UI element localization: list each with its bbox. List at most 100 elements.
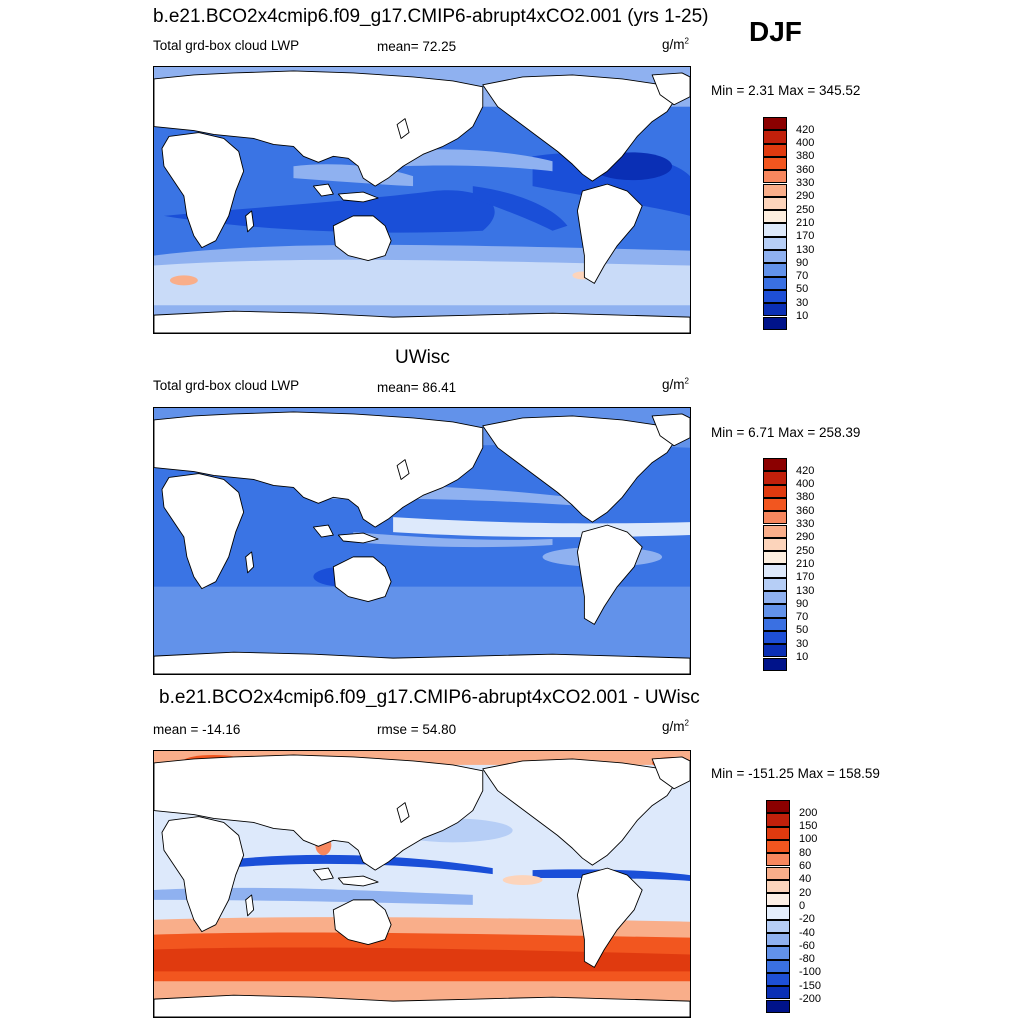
colorbar-level-label: 420 [796, 123, 815, 136]
colorbar-swatch [763, 289, 787, 304]
panel3-minmax: Min = -151.25 Max = 158.59 [711, 766, 880, 781]
colorbar-swatch [766, 933, 790, 947]
colorbar-swatch [763, 143, 787, 157]
colorbar-swatch [763, 657, 787, 671]
colorbar-swatch [763, 591, 787, 605]
colorbar-level-label: 70 [796, 270, 809, 283]
colorbar-level-label: 400 [796, 137, 815, 150]
season-label: DJF [749, 16, 802, 47]
colorbar-swatch [763, 564, 787, 578]
colorbar-swatch [763, 196, 787, 211]
panel2-unit-label: g/m2 [662, 376, 689, 392]
colorbar-level-label: 130 [796, 584, 815, 597]
panel2-map-svg [154, 408, 690, 674]
colorbar-swatch [766, 906, 790, 920]
colorbar-level-label: -200 [799, 993, 822, 1005]
colorbar-level-label: 100 [799, 833, 818, 846]
colorbar-swatch [766, 972, 790, 987]
colorbar-level-label: 30 [796, 637, 809, 650]
colorbar-swatch [763, 183, 787, 197]
colorbar-level-label: 10 [796, 310, 809, 322]
colorbar-level-label: 170 [796, 230, 815, 243]
colorbar-swatch [766, 839, 790, 854]
colorbar-level-label: 60 [799, 860, 812, 872]
colorbar-swatch [763, 458, 787, 472]
colorbar-swatch [763, 250, 787, 264]
colorbar-swatch [766, 946, 790, 960]
colorbar-level-label: 150 [799, 820, 818, 833]
colorbar-swatch [766, 879, 790, 894]
colorbar-level-label: 400 [796, 478, 815, 491]
colorbar-level-label: 130 [796, 243, 815, 256]
panel1-minmax: Min = 2.31 Max = 345.52 [711, 83, 861, 98]
colorbar-level-label: 80 [799, 846, 812, 859]
colorbar-swatch [766, 853, 790, 867]
panel2-variable-label: Total grd-box cloud LWP [153, 378, 300, 393]
colorbar-level-label: 20 [799, 886, 812, 899]
colorbar-swatch [763, 577, 787, 591]
colorbar-level-label: 380 [796, 491, 815, 504]
colorbar-swatch [763, 524, 787, 538]
colorbar-level-label: 200 [799, 806, 818, 819]
colorbar-swatch [766, 893, 790, 907]
colorbar-swatch [763, 170, 787, 184]
colorbar-swatch [763, 644, 787, 658]
colorbar-swatch [763, 551, 787, 565]
colorbar-swatch [766, 919, 790, 933]
colorbar-swatch [766, 986, 790, 1000]
colorbar-level-label: 170 [796, 571, 815, 584]
colorbar-swatch [766, 813, 790, 827]
colorbar-swatch [766, 800, 790, 814]
colorbar-swatch [763, 130, 787, 144]
panel1-map [153, 66, 691, 334]
colorbar-swatch [763, 303, 787, 317]
colorbar-level-label: 30 [796, 296, 809, 309]
colorbar-swatch [763, 497, 787, 512]
colorbar-swatch [763, 537, 787, 552]
colorbar-swatch [766, 866, 790, 880]
colorbar-level-label: 10 [796, 651, 809, 663]
colorbar-level-label: -80 [799, 953, 815, 966]
colorbar-swatch [763, 210, 787, 224]
colorbar-level-label: -20 [799, 913, 815, 926]
colorbar-level-label: 290 [796, 531, 815, 544]
colorbar-level-label: 330 [796, 518, 815, 530]
colorbar-level-label: 380 [796, 150, 815, 163]
colorbar-swatch [763, 156, 787, 171]
colorbar-swatch [763, 223, 787, 237]
colorbar-level-label: 210 [796, 557, 815, 570]
colorbar-level-label: 50 [796, 283, 809, 296]
colorbar-swatch [763, 630, 787, 645]
colorbar-swatch [763, 263, 787, 277]
colorbar-level-label: -40 [799, 926, 815, 939]
colorbar-level-label: 40 [799, 873, 812, 886]
colorbar-swatch [763, 117, 787, 131]
colorbar-swatch [763, 316, 787, 330]
panel2-map [153, 407, 691, 675]
panel3-rmse-label: rmse = 54.80 [377, 722, 457, 737]
colorbar-level-label: 330 [796, 177, 815, 189]
panel2-mean-label: mean= 86.41 [377, 380, 457, 395]
panel1-mean-label: mean= 72.25 [377, 39, 457, 54]
colorbar-level-label: 420 [796, 464, 815, 477]
panel1-map-svg [154, 67, 690, 333]
panel3-title: b.e21.BCO2x4cmip6.f09_g17.CMIP6-abrupt4x… [159, 687, 700, 708]
colorbar-level-label: 50 [796, 624, 809, 637]
panel3-map-svg [154, 751, 690, 1017]
panel3-mean-label: mean = -14.16 [153, 722, 241, 737]
colorbar-level-label: 360 [796, 163, 815, 176]
colorbar-level-label: 250 [796, 544, 815, 557]
colorbar-level-label: -150 [799, 979, 822, 992]
colorbar-level-label: 90 [796, 597, 809, 610]
colorbar-level-label: 360 [796, 504, 815, 517]
colorbar-level-label: 0 [799, 899, 806, 912]
colorbar-swatch [763, 236, 787, 250]
colorbar-level-label: 210 [796, 216, 815, 229]
colorbar-swatch [763, 484, 787, 498]
colorbar-swatch [763, 511, 787, 525]
colorbar-swatch [763, 604, 787, 618]
panel2-minmax: Min = 6.71 Max = 258.39 [711, 425, 861, 440]
panel1-title: b.e21.BCO2x4cmip6.f09_g17.CMIP6-abrupt4x… [153, 6, 709, 27]
panel1-variable-label: Total grd-box cloud LWP [153, 38, 300, 53]
colorbar-level-label: 90 [796, 256, 809, 269]
